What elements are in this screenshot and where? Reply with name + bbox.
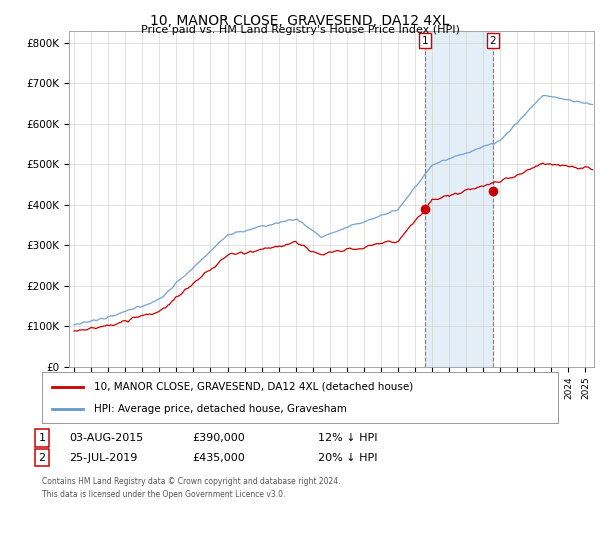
Text: 1: 1 (422, 36, 428, 46)
Text: 03-AUG-2015: 03-AUG-2015 (69, 433, 143, 443)
Text: 10, MANOR CLOSE, GRAVESEND, DA12 4XL: 10, MANOR CLOSE, GRAVESEND, DA12 4XL (151, 14, 449, 28)
Text: HPI: Average price, detached house, Gravesham: HPI: Average price, detached house, Grav… (94, 404, 346, 414)
Text: 20% ↓ HPI: 20% ↓ HPI (318, 452, 377, 463)
Text: 10, MANOR CLOSE, GRAVESEND, DA12 4XL (detached house): 10, MANOR CLOSE, GRAVESEND, DA12 4XL (de… (94, 381, 413, 391)
Text: £390,000: £390,000 (192, 433, 245, 443)
Text: 25-JUL-2019: 25-JUL-2019 (69, 452, 137, 463)
Text: Contains HM Land Registry data © Crown copyright and database right 2024.
This d: Contains HM Land Registry data © Crown c… (42, 477, 341, 498)
Bar (425, 31, 493, 367)
Text: Price paid vs. HM Land Registry's House Price Index (HPI): Price paid vs. HM Land Registry's House … (140, 25, 460, 35)
Text: 12% ↓ HPI: 12% ↓ HPI (318, 433, 377, 443)
Text: 2: 2 (38, 452, 46, 463)
Text: 1: 1 (38, 433, 46, 443)
Text: £435,000: £435,000 (192, 452, 245, 463)
Text: 2: 2 (490, 36, 496, 46)
